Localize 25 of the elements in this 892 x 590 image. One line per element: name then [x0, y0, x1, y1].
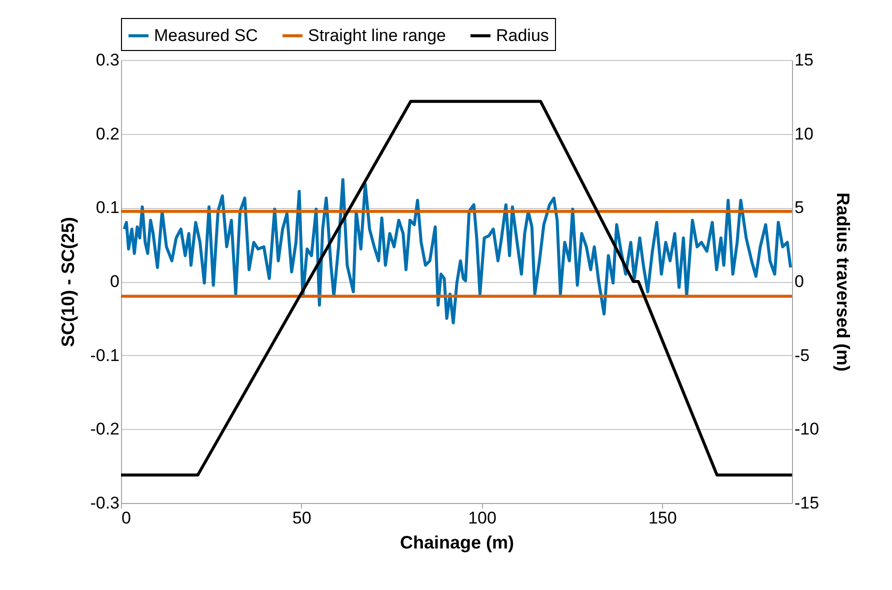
y-tick-label: -0.2: [90, 420, 120, 439]
y2-tick-label: 10: [794, 124, 814, 144]
legend-label: Radius: [496, 26, 549, 45]
y-axis-title: SC(10) - SC(25): [58, 216, 78, 348]
y-tick-label: -0.3: [90, 494, 120, 512]
x-tick-label: 100: [468, 508, 496, 528]
y-tick-label: 0: [110, 272, 120, 291]
y-tick-label: 0.2: [96, 124, 120, 144]
y-tick-label: -0.1: [90, 346, 120, 365]
x-tick-label: 0: [122, 508, 131, 528]
y2-axis-title: Radius traversed (m): [833, 192, 854, 372]
x-axis-title: Chainage (m): [400, 532, 514, 552]
y2-tick-label: 0: [794, 272, 804, 291]
x-tick-label: 50: [292, 508, 312, 528]
y2-tick-label: -15: [794, 494, 820, 512]
x-tick-label: 150: [648, 508, 677, 528]
legend-label: Straight line range: [308, 26, 446, 45]
y2-tick-label: -10: [794, 420, 820, 439]
line-series: [122, 178, 792, 324]
y2-tick-label: 15: [794, 50, 814, 70]
y-tick-label: 0.3: [96, 50, 120, 70]
y2-tick-label: 5: [794, 198, 804, 218]
legend-label: Measured SC: [154, 26, 258, 45]
y-tick-label: 0.1: [96, 198, 120, 218]
y2-tick-label: -5: [794, 346, 810, 365]
